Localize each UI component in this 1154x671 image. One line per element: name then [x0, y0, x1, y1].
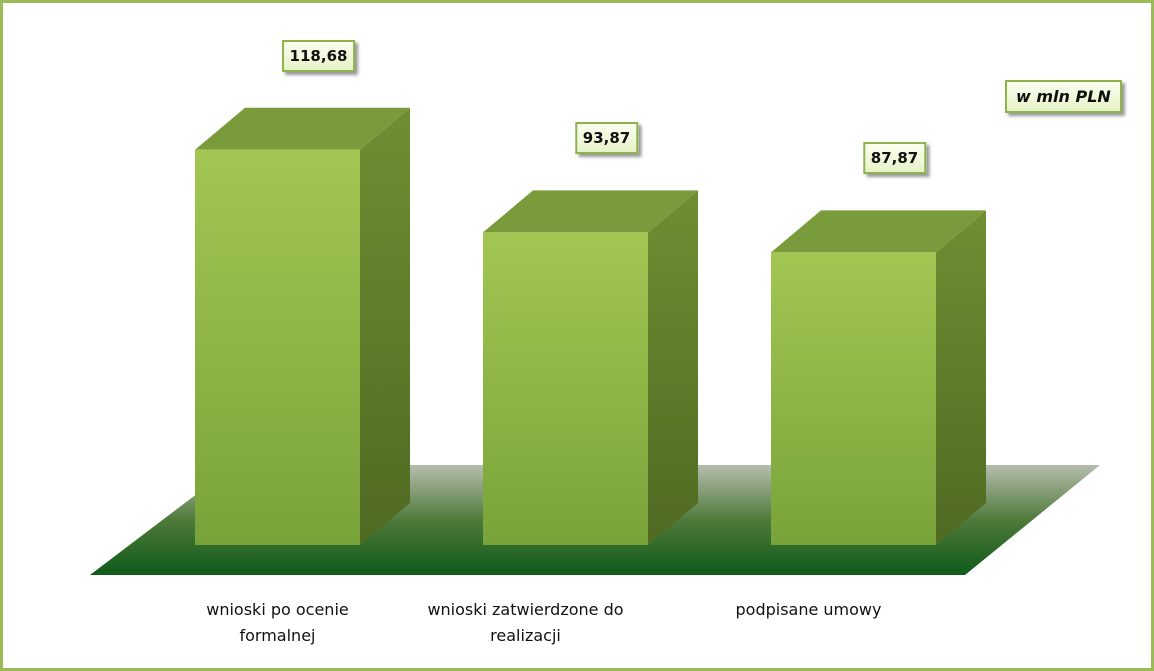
x-tick-label: wnioski po ocenie formalnej	[206, 600, 349, 645]
bar-side	[648, 190, 698, 545]
data-label: 118,68	[281, 39, 356, 72]
bar-top	[195, 107, 410, 150]
bar	[483, 232, 648, 545]
bar-side	[936, 210, 986, 546]
unit-annotation: w mln PLN	[1005, 80, 1122, 113]
x-tick-label: podpisane umowy	[735, 600, 882, 619]
data-label: 87,87	[862, 142, 927, 175]
x-tick-label: wnioski zatwierdzone do realizacji	[427, 600, 624, 645]
bar-side	[360, 107, 410, 546]
bar-top	[771, 210, 986, 253]
bar	[771, 252, 936, 546]
bar-top	[483, 190, 698, 233]
data-label: 93,87	[574, 122, 639, 155]
bar	[195, 149, 360, 545]
